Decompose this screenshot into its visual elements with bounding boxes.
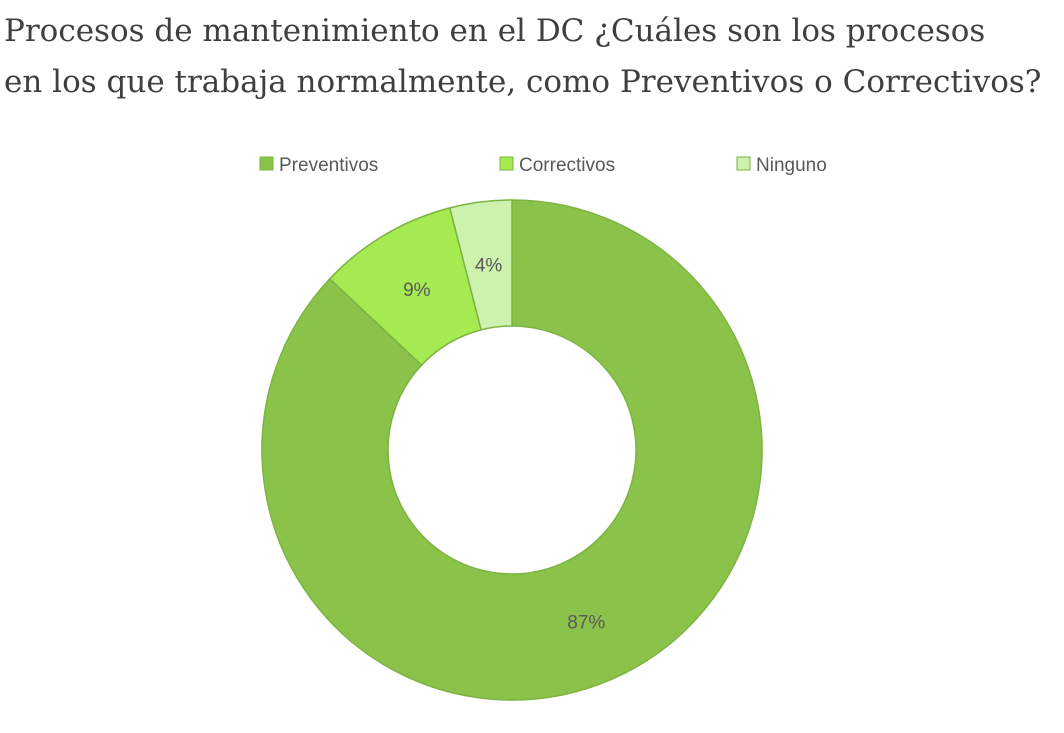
donut-slices [261,199,763,701]
legend-label-correctivos: Correctivos [519,155,615,176]
legend-swatch-preventivos [259,156,274,171]
chart-legend: Preventivos Correctivos Ninguno [259,155,827,176]
data-label-preventivos: 87% [567,613,605,634]
chart-title: Procesos de mantenimiento en el DC ¿Cuál… [4,6,1060,108]
legend-item-correctivos: Correctivos [499,155,615,176]
legend-swatch-ninguno [736,156,751,171]
legend-swatch-correctivos [499,156,514,171]
chart-title-line-2: en los que trabaja normalmente, como Pre… [4,64,1042,100]
legend-label-ninguno: Ninguno [756,155,827,176]
data-label-correctivos: 9% [403,280,431,301]
slice-preventivos [261,199,763,701]
data-label-ninguno: 4% [475,255,503,276]
slice-ninguno [448,199,513,331]
data-labels: 87% 9% 4% [403,255,605,633]
chart-title-line-1: Procesos de mantenimiento en el DC ¿Cuál… [4,13,986,49]
legend-label-preventivos: Preventivos [279,155,378,176]
legend-item-preventivos: Preventivos [259,155,378,176]
legend-item-ninguno: Ninguno [736,155,827,176]
